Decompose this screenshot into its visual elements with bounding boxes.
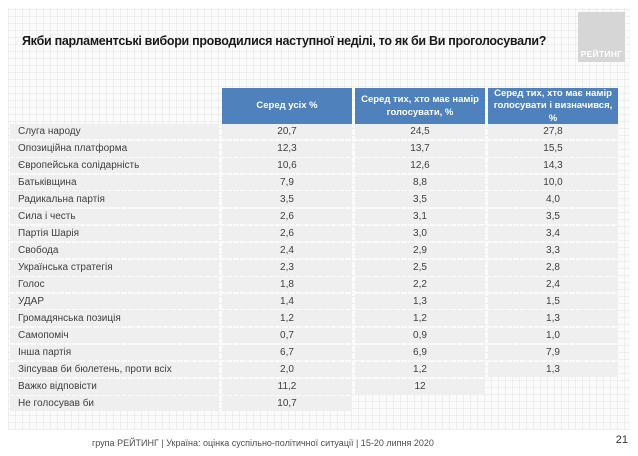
- party-name-cell: Не голосував би: [10, 396, 219, 411]
- value-cell: 20,7: [222, 124, 352, 139]
- party-name-cell: Свобода: [10, 243, 219, 258]
- table-row: Батьківщина 7,9 8,8 10,0: [10, 175, 618, 190]
- table-row: Партія Шарія 2,6 3,0 3,4: [10, 226, 618, 241]
- value-cell: 1,3: [355, 294, 485, 309]
- value-cell: 27,8: [488, 124, 618, 139]
- table-row: Самопоміч 0,7 0,9 1,0: [10, 328, 618, 343]
- page-number: 21: [615, 434, 628, 446]
- value-cell: 3,1: [355, 209, 485, 224]
- poll-results-table: Серед усіх % Серед тих, хто має намір гол…: [10, 88, 618, 413]
- value-cell: 14,3: [488, 158, 618, 173]
- slide-title: Якби парламентські вибори проводилися на…: [22, 34, 547, 48]
- value-cell: 10,7: [222, 396, 352, 411]
- value-cell: 2,6: [222, 209, 352, 224]
- table-row: Громадянська позиція 1,2 1,2 1,3: [10, 311, 618, 326]
- party-name-cell: Громадянська позиція: [10, 311, 219, 326]
- value-cell: 2,9: [355, 243, 485, 258]
- value-cell: 2,0: [222, 362, 352, 377]
- value-cell: 3,5: [222, 192, 352, 207]
- value-cell: 10,0: [488, 175, 618, 190]
- value-cell: 1,0: [488, 328, 618, 343]
- party-name-cell: Партія Шарія: [10, 226, 219, 241]
- table-row: Європейська солідарність 10,6 12,6 14,3: [10, 158, 618, 173]
- party-name-cell: Голос: [10, 277, 219, 292]
- value-cell: 2,3: [222, 260, 352, 275]
- party-name-cell: Сила і честь: [10, 209, 219, 224]
- value-cell: 12,3: [222, 141, 352, 156]
- value-cell: 2,8: [488, 260, 618, 275]
- value-cell: 3,3: [488, 243, 618, 258]
- value-cell: 0,9: [355, 328, 485, 343]
- party-name-cell: Опозиційна платформа: [10, 141, 219, 156]
- table-row: Свобода 2,4 2,9 3,3: [10, 243, 618, 258]
- table-body: Слуга народу 20,7 24,5 27,8 Опозиційна платф…: [10, 124, 618, 411]
- empty-cell: [488, 396, 618, 411]
- empty-cell: [488, 379, 618, 394]
- party-name-cell: Самопоміч: [10, 328, 219, 343]
- value-cell: 15,5: [488, 141, 618, 156]
- value-cell: 12,6: [355, 158, 485, 173]
- table-row: Важко відповісти 11,2 12: [10, 379, 618, 394]
- value-cell: 3,5: [355, 192, 485, 207]
- party-name-cell: Важко відповісти: [10, 379, 219, 394]
- value-cell: 2,6: [222, 226, 352, 241]
- value-cell: 1,2: [222, 311, 352, 326]
- table-row: УДАР 1,4 1,3 1,5: [10, 294, 618, 309]
- value-cell: 2,2: [355, 277, 485, 292]
- table-row: Зіпсував би бюлетень, проти всіх 2,0 1,2 1,…: [10, 362, 618, 377]
- party-name-cell: Інша партія: [10, 345, 219, 360]
- value-cell: 1,3: [488, 362, 618, 377]
- value-cell: 1,5: [488, 294, 618, 309]
- table-row: Опозиційна платформа 12,3 13,7 15,5: [10, 141, 618, 156]
- rating-logo: РЕЙТИНГ: [578, 12, 625, 62]
- table-header-row: Серед усіх % Серед тих, хто має намір гол…: [10, 88, 618, 126]
- value-cell: 0,7: [222, 328, 352, 343]
- value-cell: 24,5: [355, 124, 485, 139]
- table-row: Українська стратегія 2,3 2,5 2,8: [10, 260, 618, 275]
- table-row: Не голосував би 10,7: [10, 396, 618, 411]
- party-name-cell: УДАР: [10, 294, 219, 309]
- rating-logo-label: РЕЙТИНГ: [580, 49, 623, 59]
- column-header: Серед тих, хто має намір голосувати і ви…: [488, 88, 618, 126]
- value-cell: 3,0: [355, 226, 485, 241]
- value-cell: 7,9: [488, 345, 618, 360]
- table-row: Голос 1,8 2,2 2,4: [10, 277, 618, 292]
- value-cell: 11,2: [222, 379, 352, 394]
- party-name-cell: Слуга народу: [10, 124, 219, 139]
- value-cell: 6,7: [222, 345, 352, 360]
- value-cell: 1,2: [355, 311, 485, 326]
- value-cell: 8,8: [355, 175, 485, 190]
- value-cell: 7,9: [222, 175, 352, 190]
- party-name-cell: Європейська солідарність: [10, 158, 219, 173]
- column-header: Серед усіх %: [222, 88, 352, 126]
- empty-cell: [355, 396, 485, 411]
- value-cell: 1,3: [488, 311, 618, 326]
- value-cell: 2,5: [355, 260, 485, 275]
- value-cell: 3,5: [488, 209, 618, 224]
- footer-caption: група РЕЙТИНГ | Україна: оцінка суспільн…: [92, 438, 434, 448]
- table-row: Слуга народу 20,7 24,5 27,8: [10, 124, 618, 139]
- value-cell: 1,2: [355, 362, 485, 377]
- value-cell: 1,8: [222, 277, 352, 292]
- value-cell: 4,0: [488, 192, 618, 207]
- value-cell: 2,4: [222, 243, 352, 258]
- value-cell: 1,4: [222, 294, 352, 309]
- header-spacer: [10, 88, 219, 125]
- party-name-cell: Зіпсував би бюлетень, проти всіх: [10, 362, 219, 377]
- table-row: Сила і честь 2,6 3,1 3,5: [10, 209, 618, 224]
- party-name-cell: Радикальна партія: [10, 192, 219, 207]
- value-cell: 13,7: [355, 141, 485, 156]
- value-cell: 10,6: [222, 158, 352, 173]
- value-cell: 12: [355, 379, 485, 394]
- party-name-cell: Українська стратегія: [10, 260, 219, 275]
- table-row: Інша партія 6,7 6,9 7,9: [10, 345, 618, 360]
- value-cell: 6,9: [355, 345, 485, 360]
- value-cell: 2,4: [488, 277, 618, 292]
- party-name-cell: Батьківщина: [10, 175, 219, 190]
- table-row: Радикальна партія 3,5 3,5 4,0: [10, 192, 618, 207]
- value-cell: 3,4: [488, 226, 618, 241]
- column-header: Серед тих, хто має намір голосувати, %: [355, 88, 485, 126]
